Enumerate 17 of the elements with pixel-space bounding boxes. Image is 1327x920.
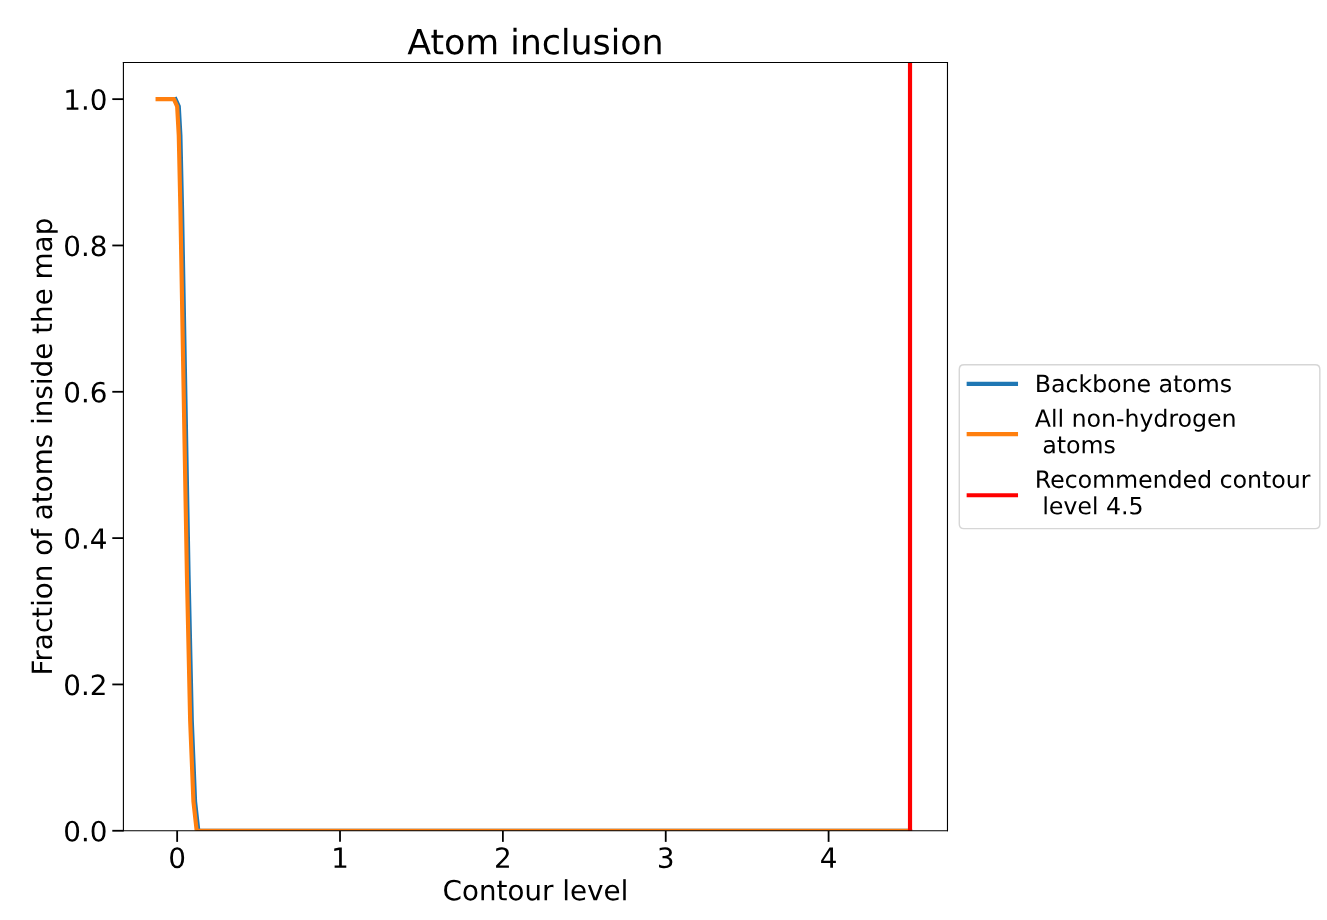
y-tick-label: 0.8	[65, 235, 106, 257]
y-tick-label: 0.6	[65, 381, 106, 403]
legend-label: Recommended contour level 4.5	[1037, 469, 1311, 515]
x-tick-label: 1	[334, 847, 347, 868]
legend-label: Backbone atoms	[1037, 374, 1231, 393]
y-tick-label: 1.0	[66, 89, 106, 111]
x-tick-label: 2	[496, 847, 509, 868]
y-tick-label: 0.0	[65, 820, 106, 842]
y-axis-title: Fraction of atoms inside the map	[30, 219, 58, 673]
x-tick-label: 4	[821, 847, 836, 868]
legend-label: All non-hydrogen atoms	[1035, 408, 1235, 454]
x-axis-title: Contour level	[444, 879, 626, 901]
y-tick-label: 0.4	[65, 528, 106, 550]
x-tick-label: 0	[170, 847, 185, 869]
x-tick-label: 3	[659, 847, 673, 869]
chart-title: Atom inclusion	[407, 27, 661, 55]
y-tick-label: 0.2	[65, 674, 105, 696]
